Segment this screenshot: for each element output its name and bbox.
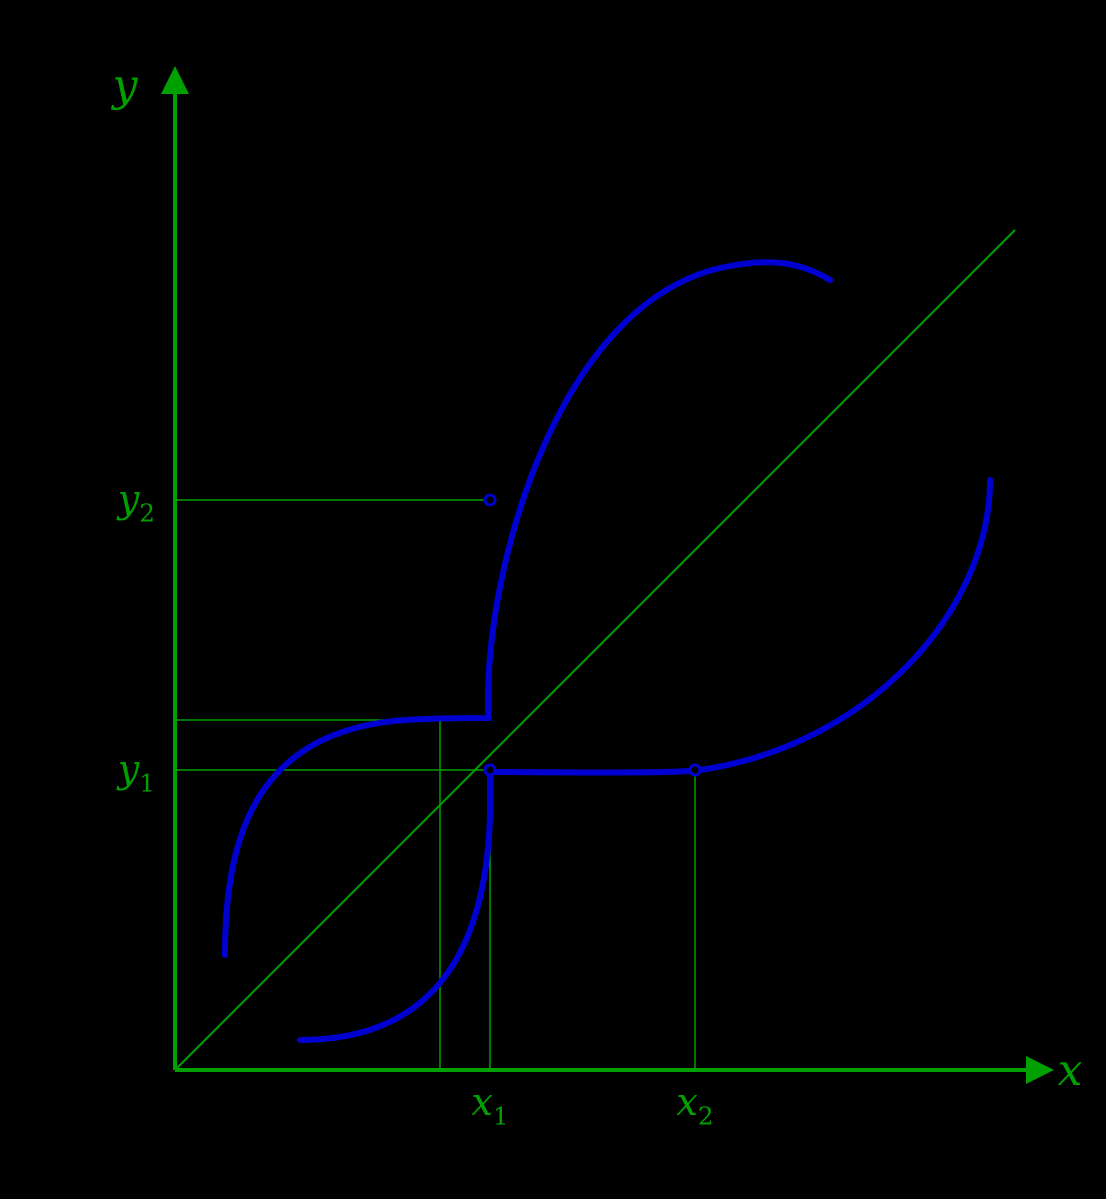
curve-point xyxy=(485,495,495,505)
background xyxy=(0,0,1106,1199)
curve-point xyxy=(690,765,700,775)
y-axis-label: y xyxy=(111,60,139,111)
x-axis-label: x xyxy=(1058,1045,1083,1096)
curve-point xyxy=(485,765,495,775)
